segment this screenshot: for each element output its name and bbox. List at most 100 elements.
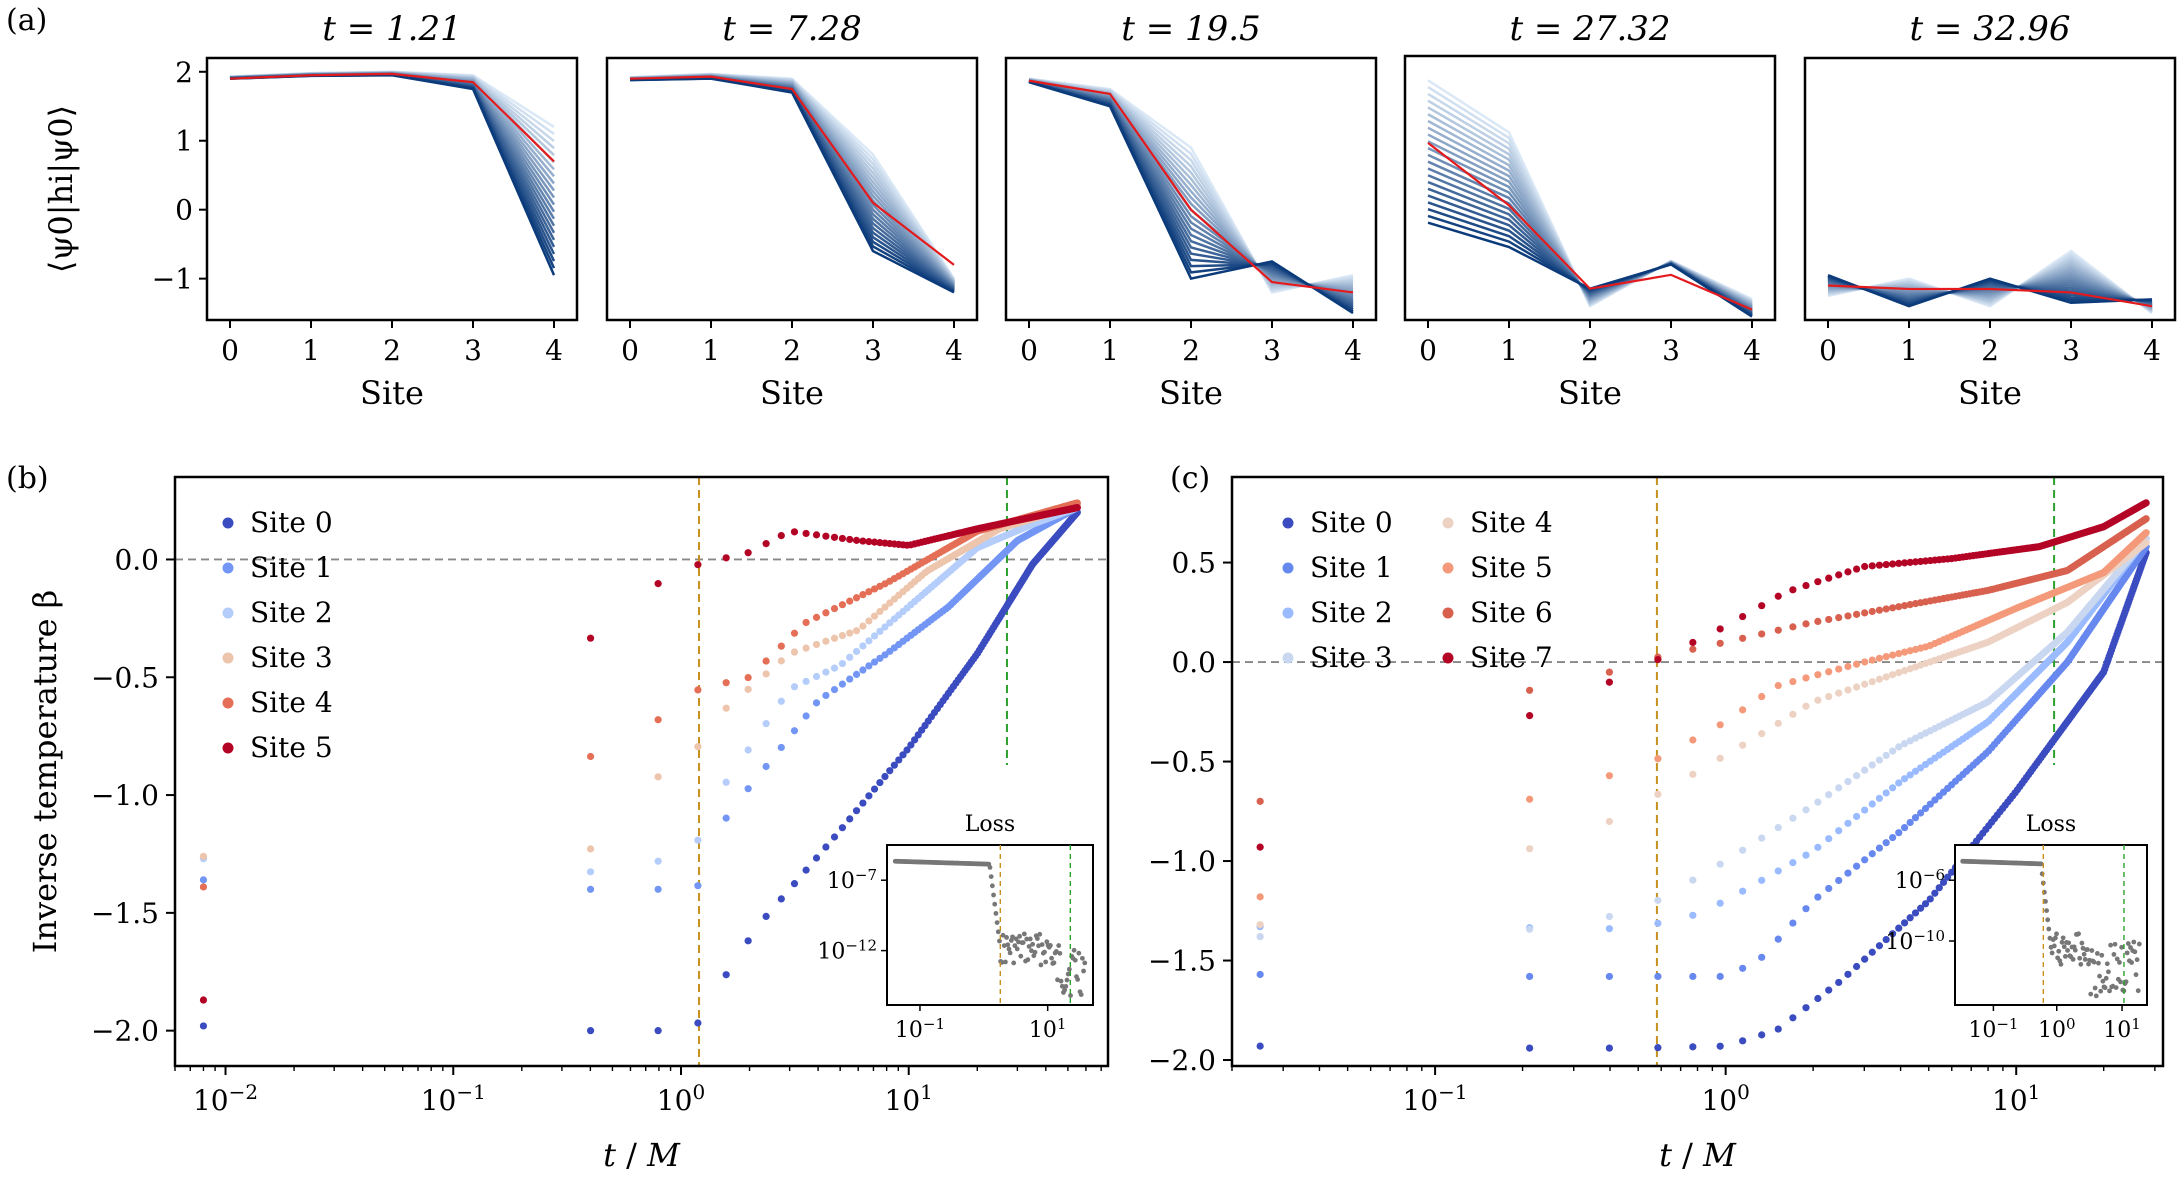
inset-frame <box>1954 844 2148 1006</box>
data-point <box>1825 791 1833 799</box>
data-point <box>1605 912 1613 921</box>
data-point <box>744 685 752 693</box>
x-tick-label: 100 <box>1701 1080 1749 1117</box>
loss-point <box>1021 931 1027 937</box>
highlight-line <box>629 75 955 266</box>
legend-marker <box>1282 607 1294 619</box>
loss-point <box>1037 931 1043 937</box>
data-point <box>1789 586 1797 594</box>
loss-point <box>995 929 1001 935</box>
loss-point <box>1053 949 1059 954</box>
data-point <box>1526 845 1534 853</box>
loss-point <box>1011 960 1017 966</box>
data-point <box>1825 668 1833 676</box>
loss-point <box>2112 941 2118 947</box>
loss-point <box>2044 908 2049 913</box>
loss-point <box>2059 939 2065 945</box>
loss-point <box>2094 951 2100 956</box>
data-point <box>762 720 770 728</box>
data-point <box>1689 911 1697 919</box>
data-point <box>1895 829 1903 837</box>
data-point <box>830 533 839 541</box>
loss-point <box>2056 948 2062 954</box>
data-point <box>870 632 879 640</box>
loss-point <box>2124 950 2130 956</box>
data-point <box>2142 529 2150 537</box>
loss-point <box>2125 941 2131 946</box>
data-point <box>1921 804 1930 813</box>
data-point <box>1654 919 1662 927</box>
data-point <box>790 683 799 691</box>
x-tick-label: 4 <box>2143 334 2161 367</box>
data-point <box>1526 795 1534 803</box>
loss-point <box>2123 979 2129 985</box>
data-point <box>846 653 854 661</box>
data-point <box>1852 772 1861 780</box>
data-point <box>199 883 208 891</box>
data-point <box>1875 561 1884 569</box>
data-point <box>1900 559 1909 567</box>
loss-point <box>2060 935 2066 941</box>
loss-point <box>2065 948 2070 953</box>
data-point <box>1844 568 1852 576</box>
state-line <box>1827 274 2153 308</box>
inset-title: Loss <box>2026 812 2076 837</box>
data-point <box>1789 859 1797 867</box>
loss-point <box>2106 969 2111 975</box>
data-point <box>1758 692 1766 701</box>
data-point <box>790 880 799 888</box>
loss-point <box>2054 931 2059 937</box>
loss-point <box>2114 956 2120 962</box>
line-family <box>1028 77 1354 315</box>
loss-point <box>2045 917 2051 923</box>
data-point <box>1256 933 1264 941</box>
subplot-title: t = 27.32 <box>1509 9 1670 49</box>
line-family <box>629 72 956 294</box>
x-axis-label: Site <box>1958 374 2022 412</box>
loss-point <box>2076 931 2082 937</box>
legend-label: Site 1 <box>1310 551 1393 584</box>
data-point <box>1926 800 1934 808</box>
legend-label: Site 4 <box>250 686 333 719</box>
legend-marker <box>222 652 234 664</box>
panel-a: t = 1.21 0 1 2 3 4 Site 2 1 0 −1 ⟨ψ0|hi|ψ0⟩ t = 7.28… <box>42 9 2177 412</box>
y-tick-label: −1.0 <box>91 779 159 812</box>
inset-x-tick-label: 100 <box>2038 1015 2076 1043</box>
y-tick-label: 0.0 <box>114 543 159 576</box>
data-point <box>654 1027 662 1035</box>
axes-frame <box>1004 56 1378 322</box>
loss-point <box>989 883 995 889</box>
data-point <box>1895 743 1903 751</box>
highlight-line <box>1028 79 1354 294</box>
state-line <box>1028 79 1354 297</box>
legend-label: Site 1 <box>250 551 333 584</box>
x-tick-label: 1 <box>1500 334 1518 367</box>
data-point <box>1789 623 1797 631</box>
loss-point <box>1018 953 1024 959</box>
data-point <box>846 535 854 544</box>
subplot-title: t = 19.5 <box>1121 9 1260 49</box>
legend-marker <box>1442 517 1454 529</box>
loss-point <box>1034 936 1040 941</box>
data-point <box>199 1022 208 1030</box>
legend-label: Site 3 <box>1310 641 1393 674</box>
data-point <box>1861 562 1869 571</box>
x-tick-label: 0 <box>1020 334 1038 367</box>
loss-point <box>2051 943 2057 949</box>
x-tick-label: 4 <box>545 334 563 367</box>
panel-label: (c) <box>1170 461 1210 496</box>
data-point <box>859 591 867 599</box>
loss-point <box>2091 959 2097 965</box>
data-point <box>1739 634 1747 642</box>
data-point <box>907 741 915 749</box>
data-point <box>1739 887 1747 895</box>
legend-marker <box>1442 652 1454 664</box>
data-point <box>1774 867 1782 875</box>
data-point <box>881 772 889 781</box>
loss-point <box>2134 957 2140 963</box>
data-point <box>1844 869 1852 877</box>
loss-point <box>1016 939 1021 945</box>
data-point <box>1256 1042 1264 1050</box>
loss-point <box>992 901 998 907</box>
data-point <box>1689 645 1697 653</box>
